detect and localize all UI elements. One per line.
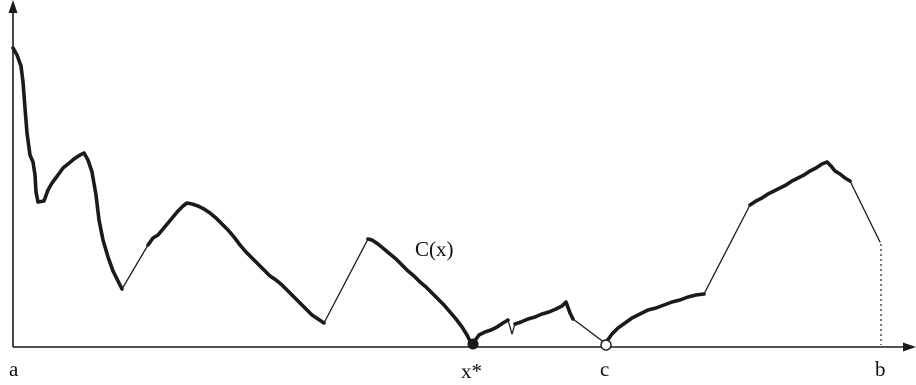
b-label: b <box>875 357 886 381</box>
curve-thin-segment <box>323 238 369 324</box>
y-axis-arrowhead <box>8 0 18 13</box>
curve-thick-segment <box>366 237 473 345</box>
curve-thin-segment <box>703 204 751 295</box>
c-open-point <box>600 339 612 351</box>
curve-label: C(x) <box>415 237 454 261</box>
curve-thin-segment <box>121 244 149 290</box>
x-star-filled-point <box>467 338 479 350</box>
a-label: a <box>9 357 19 381</box>
curve-thin-segment <box>572 318 606 344</box>
x-axis-arrowhead <box>903 342 916 352</box>
x-star-label: x* <box>461 359 482 383</box>
axes <box>8 0 916 352</box>
c-label: c <box>600 357 609 381</box>
curve-thin-segment <box>507 319 516 335</box>
curve-thick-segment <box>605 292 706 343</box>
curve-thick-segment <box>146 201 326 325</box>
curve-thick-segment <box>513 300 575 326</box>
curve-thick-segment <box>748 160 852 207</box>
curve-c-x <box>11 46 881 345</box>
curve-thick-segment <box>11 46 124 291</box>
curve-thin-segment <box>849 180 881 243</box>
curve-thick-segment <box>472 318 510 344</box>
